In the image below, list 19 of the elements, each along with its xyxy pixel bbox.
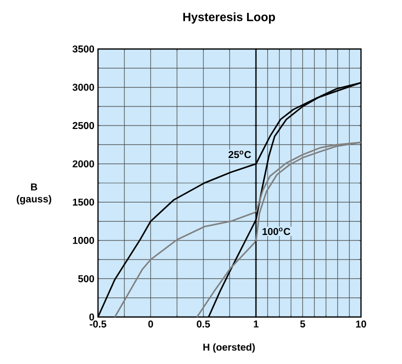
y-tick-label: 2500 (72, 122, 94, 130)
y-tick-label: 3500 (72, 45, 94, 53)
y-tick-label: 3000 (72, 84, 94, 91)
chart-title: Hysteresis Loop (183, 12, 275, 24)
x-tick-label: 5 (300, 320, 306, 328)
y-tick-label: 1500 (72, 198, 94, 206)
x-axis-title: H (oersted) (203, 343, 255, 353)
x-tick-label: -0.5 (90, 320, 106, 328)
x-tick-label: 10 (356, 320, 366, 328)
x-tick-label: 0 (148, 320, 154, 328)
x-tick-label: 1 (254, 320, 258, 328)
y-tick-label: 0 (89, 313, 94, 321)
series-label: 25$^{o}$C (228, 150, 251, 158)
series-label: 100$^{o}$C (262, 228, 290, 236)
y-axis-title: B (gauss) (16, 184, 52, 204)
x-tick-label: 0.5 (196, 320, 210, 328)
y-tick-label: 500 (78, 275, 94, 282)
y-tick-label: 2000 (72, 160, 94, 168)
y-tick-label: 1000 (72, 236, 94, 244)
